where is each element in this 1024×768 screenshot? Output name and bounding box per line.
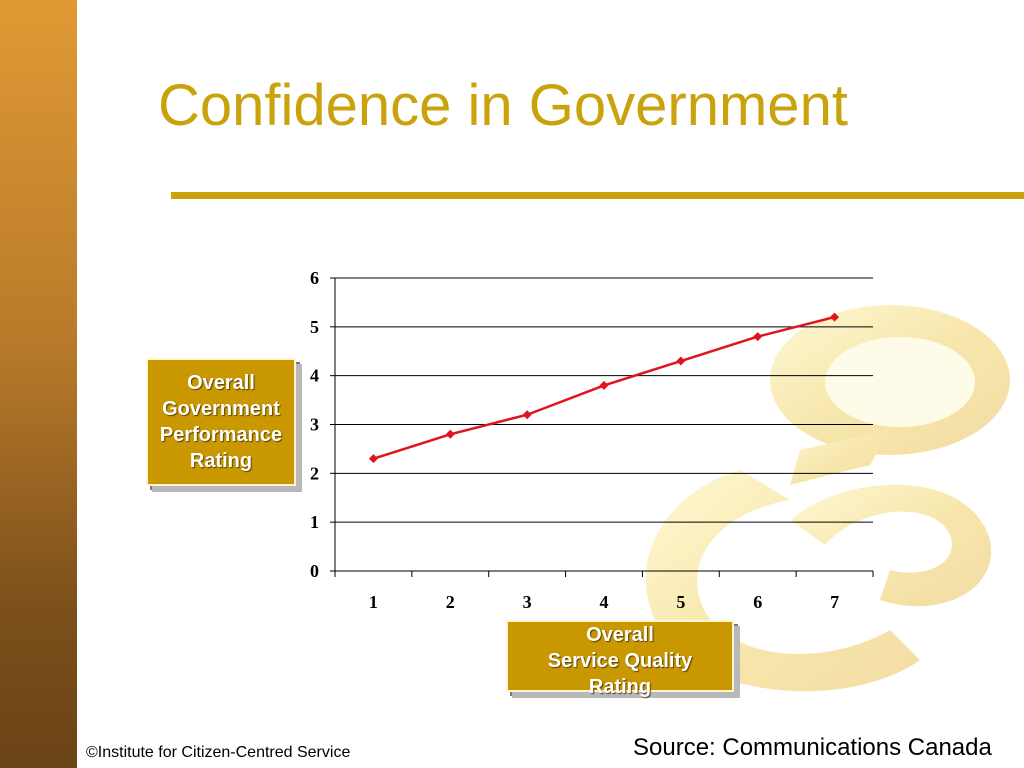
x-tick-label: 7 (830, 592, 839, 612)
series-layer (368, 312, 840, 464)
y-axis-label-line: Overall (187, 372, 255, 394)
y-tick-label: 6 (310, 268, 319, 288)
axis-layer (330, 277, 874, 577)
y-axis-label-box: Overall Government Performance Rating (146, 358, 296, 486)
title-underline (171, 192, 1024, 199)
x-tick-label: 1 (369, 592, 378, 612)
data-point (830, 312, 840, 322)
copyright-footer: ©Institute for Citizen-Centred Service (86, 744, 351, 761)
y-axis-label-line: Performance (159, 424, 283, 446)
x-axis-label-line: Rating (588, 676, 652, 698)
tick-layer: 0 1 2 3 4 5 6 1 2 3 4 5 6 7 (310, 268, 839, 612)
data-point (368, 454, 378, 464)
grid-layer (335, 277, 873, 523)
y-tick-label: 4 (310, 366, 319, 386)
x-tick-label: 5 (676, 592, 685, 612)
data-point (445, 429, 455, 439)
y-tick-label: 2 (310, 463, 319, 483)
data-point (753, 332, 763, 342)
data-point (676, 356, 686, 366)
x-tick-label: 3 (523, 592, 532, 612)
y-tick-label: 0 (310, 561, 319, 581)
data-point (522, 410, 532, 420)
slide-title: Confidence in Government (158, 73, 848, 138)
x-tick-label: 4 (600, 592, 609, 612)
x-axis-label-box: Overall Service Quality Rating (506, 620, 734, 698)
line-chart: 0 1 2 3 4 5 6 1 2 3 4 5 6 7 (310, 268, 874, 612)
y-tick-label: 3 (310, 415, 319, 435)
x-axis-label-line: Service Quality (547, 650, 693, 672)
x-tick-label: 6 (753, 592, 762, 612)
y-tick-label: 5 (310, 317, 319, 337)
y-axis-label-line: Rating (189, 450, 253, 472)
sidebar-gradient (0, 0, 77, 768)
y-tick-label: 1 (310, 512, 319, 532)
x-tick-label: 2 (446, 592, 455, 612)
x-axis-label-line: Overall (586, 624, 654, 646)
y-axis-label-line: Government (162, 398, 280, 420)
source-footer: Source: Communications Canada (633, 734, 992, 761)
data-point (599, 380, 609, 390)
